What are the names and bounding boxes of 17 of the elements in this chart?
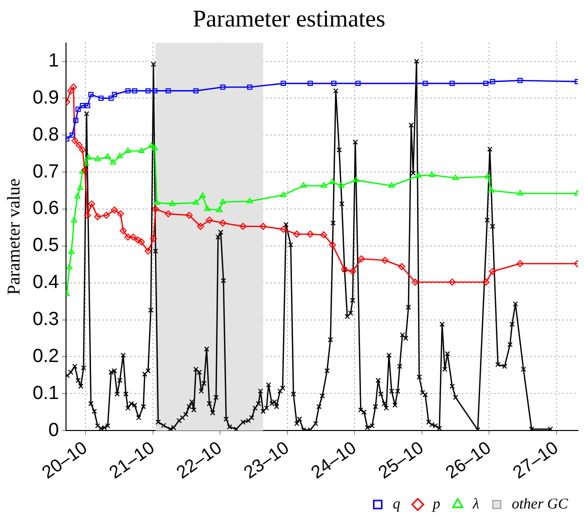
chart-title: Parameter estimates [192, 6, 386, 33]
legend-label: p [432, 496, 441, 512]
y-tick-label: 0.6 [32, 198, 60, 220]
y-tick-label: 0 [48, 420, 60, 441]
y-tick-label: 0.1 [32, 382, 60, 404]
legend-label: q [392, 496, 401, 512]
y-tick-label: 0.2 [32, 346, 60, 367]
y-tick-label: 0.7 [32, 161, 60, 182]
y-tick-label: 0.9 [32, 87, 60, 108]
y-tick-label: 1 [48, 50, 60, 72]
legend-label: λ [472, 496, 480, 512]
y-tick-label: 0.5 [32, 235, 60, 256]
y-tick-label: 0.3 [32, 309, 60, 330]
y-tick-label: 0.8 [32, 124, 60, 146]
y-tick-label: 0.4 [32, 272, 60, 294]
y-axis-title: Parameter value [4, 178, 24, 295]
legend-label: other GC [512, 496, 569, 512]
